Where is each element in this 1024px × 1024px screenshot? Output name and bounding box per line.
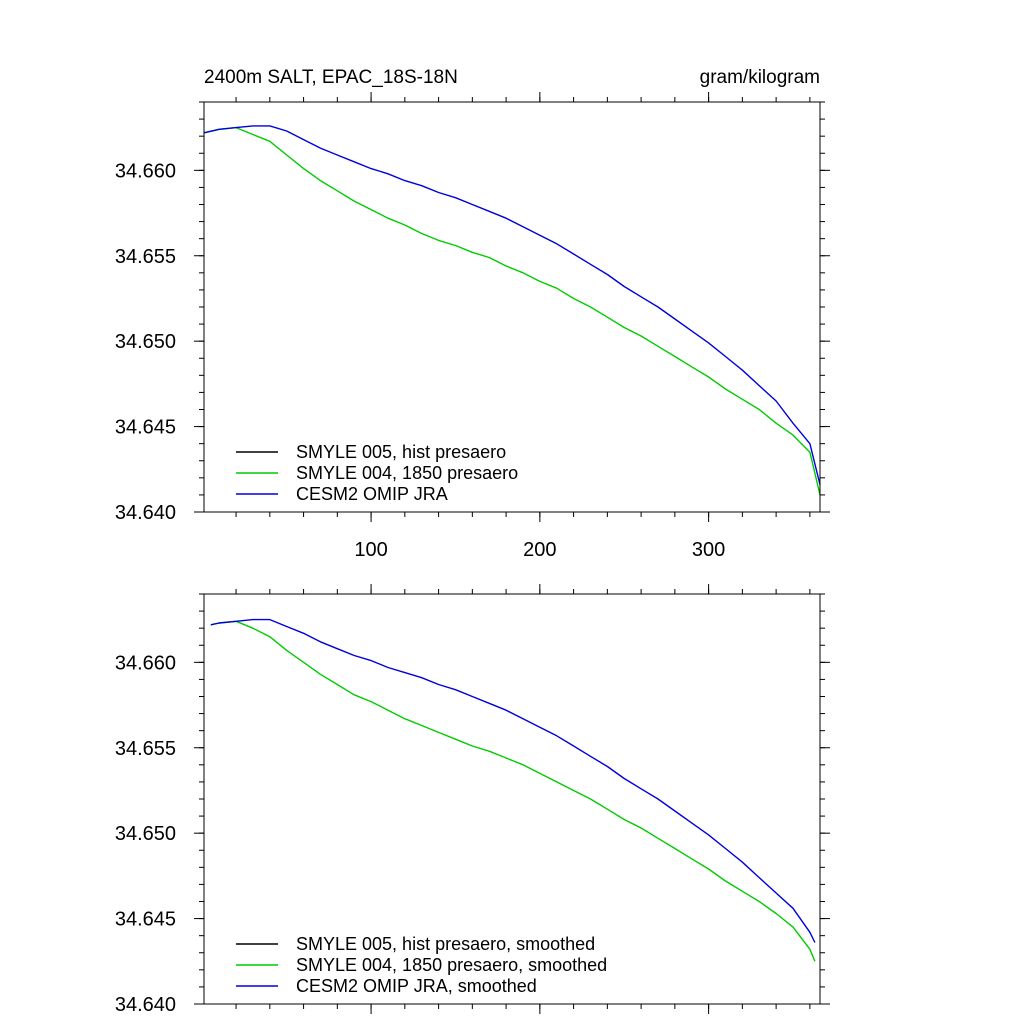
y-tick-label: 34.650 bbox=[115, 823, 176, 845]
legend-label-2: CESM2 OMIP JRA, smoothed bbox=[296, 976, 537, 996]
chart-title: 2400m SALT, EPAC_18S-18N bbox=[204, 67, 458, 88]
units-label: gram/kilogram bbox=[700, 67, 820, 88]
x-tick-label: 300 bbox=[692, 539, 725, 561]
series-line-2 bbox=[210, 618, 816, 943]
legend-label-1: SMYLE 004, 1850 presaero bbox=[296, 463, 518, 483]
y-tick-label: 34.640 bbox=[115, 994, 176, 1016]
y-tick-label: 34.645 bbox=[115, 909, 176, 931]
legend: SMYLE 005, hist presaero, smoothedSMYLE … bbox=[236, 934, 607, 996]
x-tick-label: 100 bbox=[354, 539, 387, 561]
series-group bbox=[210, 618, 816, 962]
series-line-2 bbox=[203, 125, 821, 485]
top-panel: 2400m SALT, EPAC_18S-18N gram/kilogram 3… bbox=[115, 67, 830, 561]
y-tick-label: 34.655 bbox=[115, 738, 176, 760]
series-line-1 bbox=[210, 620, 816, 962]
legend-label-0: SMYLE 005, hist presaero bbox=[296, 442, 506, 462]
y-tick-label: 34.655 bbox=[115, 246, 176, 268]
series-group bbox=[203, 125, 821, 496]
legend-label-1: SMYLE 004, 1850 presaero, smoothed bbox=[296, 955, 607, 975]
bottom-panel: 34.640 34.645 34.650 34.655 34.660 SMYLE 005… bbox=[115, 584, 830, 1016]
y-tick-label: 34.660 bbox=[115, 160, 176, 182]
series-line-1 bbox=[203, 126, 821, 496]
y-tick-label: 34.650 bbox=[115, 331, 176, 353]
legend-label-0: SMYLE 005, hist presaero, smoothed bbox=[296, 934, 595, 954]
y-tick-label: 34.645 bbox=[115, 417, 176, 439]
y-tick-label: 34.640 bbox=[115, 502, 176, 524]
x-tick-label: 200 bbox=[523, 539, 556, 561]
axis-ticks: 34.640 34.645 34.650 34.655 34.660 100 200 300 bbox=[115, 92, 830, 561]
y-tick-label: 34.660 bbox=[115, 652, 176, 674]
legend-label-2: CESM2 OMIP JRA bbox=[296, 484, 448, 504]
axis-ticks: 34.640 34.645 34.650 34.655 34.660 bbox=[115, 584, 830, 1016]
